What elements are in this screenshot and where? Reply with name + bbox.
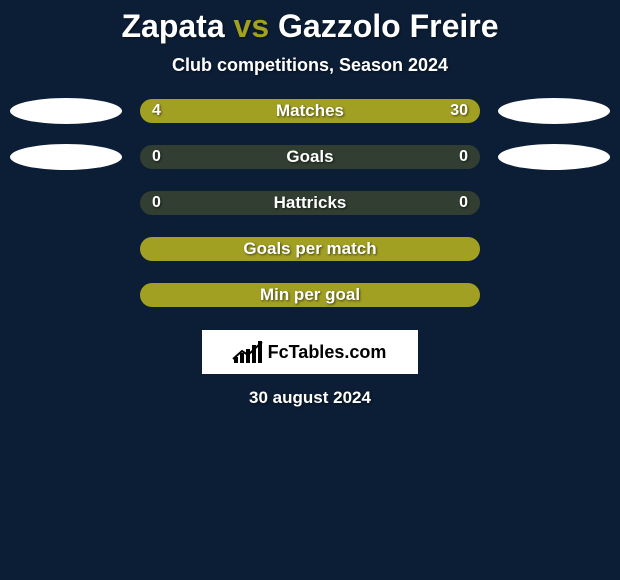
stat-bar: 00Hattricks	[140, 191, 480, 215]
player1-badge	[10, 144, 122, 170]
stats-container: 430Matches 00Goals 00Hattricks Goals per ma…	[0, 98, 620, 308]
stat-label: Hattricks	[140, 191, 480, 215]
stat-bar: 00Goals	[140, 145, 480, 169]
player1-badge	[10, 98, 122, 124]
stat-bar: 430Matches	[140, 99, 480, 123]
stat-label: Min per goal	[140, 283, 480, 307]
stat-label: Matches	[140, 99, 480, 123]
stat-row: 430Matches	[0, 98, 620, 124]
player2-badge	[498, 144, 610, 170]
brand-logo: FcTables.com	[202, 330, 418, 374]
vs-text: vs	[234, 8, 270, 44]
footer-date: 30 august 2024	[0, 388, 620, 408]
chart-icon	[234, 341, 262, 363]
player2-name: Gazzolo Freire	[278, 8, 499, 44]
badge-placeholder	[498, 236, 610, 262]
badge-placeholder	[10, 190, 122, 216]
comparison-title: Zapata vs Gazzolo Freire	[0, 0, 620, 45]
badge-placeholder	[498, 190, 610, 216]
player1-name: Zapata	[121, 8, 224, 44]
stat-row: 00Hattricks	[0, 190, 620, 216]
badge-placeholder	[498, 282, 610, 308]
stat-label: Goals per match	[140, 237, 480, 261]
badge-placeholder	[10, 236, 122, 262]
stat-row: Min per goal	[0, 282, 620, 308]
subtitle: Club competitions, Season 2024	[0, 55, 620, 76]
stat-bar: Goals per match	[140, 237, 480, 261]
badge-placeholder	[10, 282, 122, 308]
stat-label: Goals	[140, 145, 480, 169]
stat-row: 00Goals	[0, 144, 620, 170]
stat-bar: Min per goal	[140, 283, 480, 307]
brand-text: FcTables.com	[268, 342, 387, 363]
player2-badge	[498, 98, 610, 124]
stat-row: Goals per match	[0, 236, 620, 262]
